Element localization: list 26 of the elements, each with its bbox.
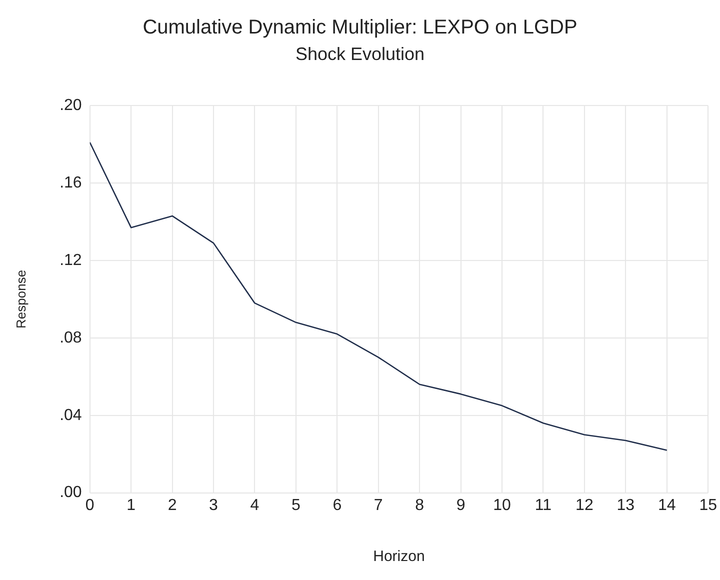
x-axis-title: Horizon	[373, 548, 425, 566]
chart-subtitle: Shock Evolution	[295, 44, 425, 64]
chart-title: Cumulative Dynamic Multiplier: LEXPO on LGDP	[142, 16, 578, 39]
x-tick-label: 14	[658, 496, 676, 514]
x-tick-label: 12	[576, 496, 594, 514]
x-tick-label: 8	[415, 496, 424, 514]
y-tick-label: .04	[60, 406, 82, 424]
x-tick-label: 2	[168, 496, 177, 514]
y-tick-label: .08	[60, 329, 82, 346]
x-tick-label: 0	[85, 496, 94, 514]
x-tick-label: 5	[291, 496, 300, 514]
y-axis-title: Response	[13, 270, 28, 328]
x-tick-label: 4	[250, 496, 260, 514]
x-tick-label: 1	[126, 496, 136, 514]
x-tick-label: 9	[456, 496, 466, 514]
x-tick-label: 11	[534, 496, 552, 514]
x-tick-label: 15	[699, 496, 718, 514]
x-tick-label: 3	[209, 496, 218, 514]
x-tick-label: 13	[616, 496, 635, 514]
y-tick-label: .00	[60, 484, 82, 502]
y-tick-label: .20	[60, 97, 82, 114]
y-tick-label: .16	[60, 174, 82, 192]
x-tick-label: 7	[374, 496, 383, 514]
x-tick-label: 6	[332, 496, 342, 514]
y-tick-label: .12	[60, 252, 82, 269]
x-tick-label: 10	[493, 496, 512, 514]
